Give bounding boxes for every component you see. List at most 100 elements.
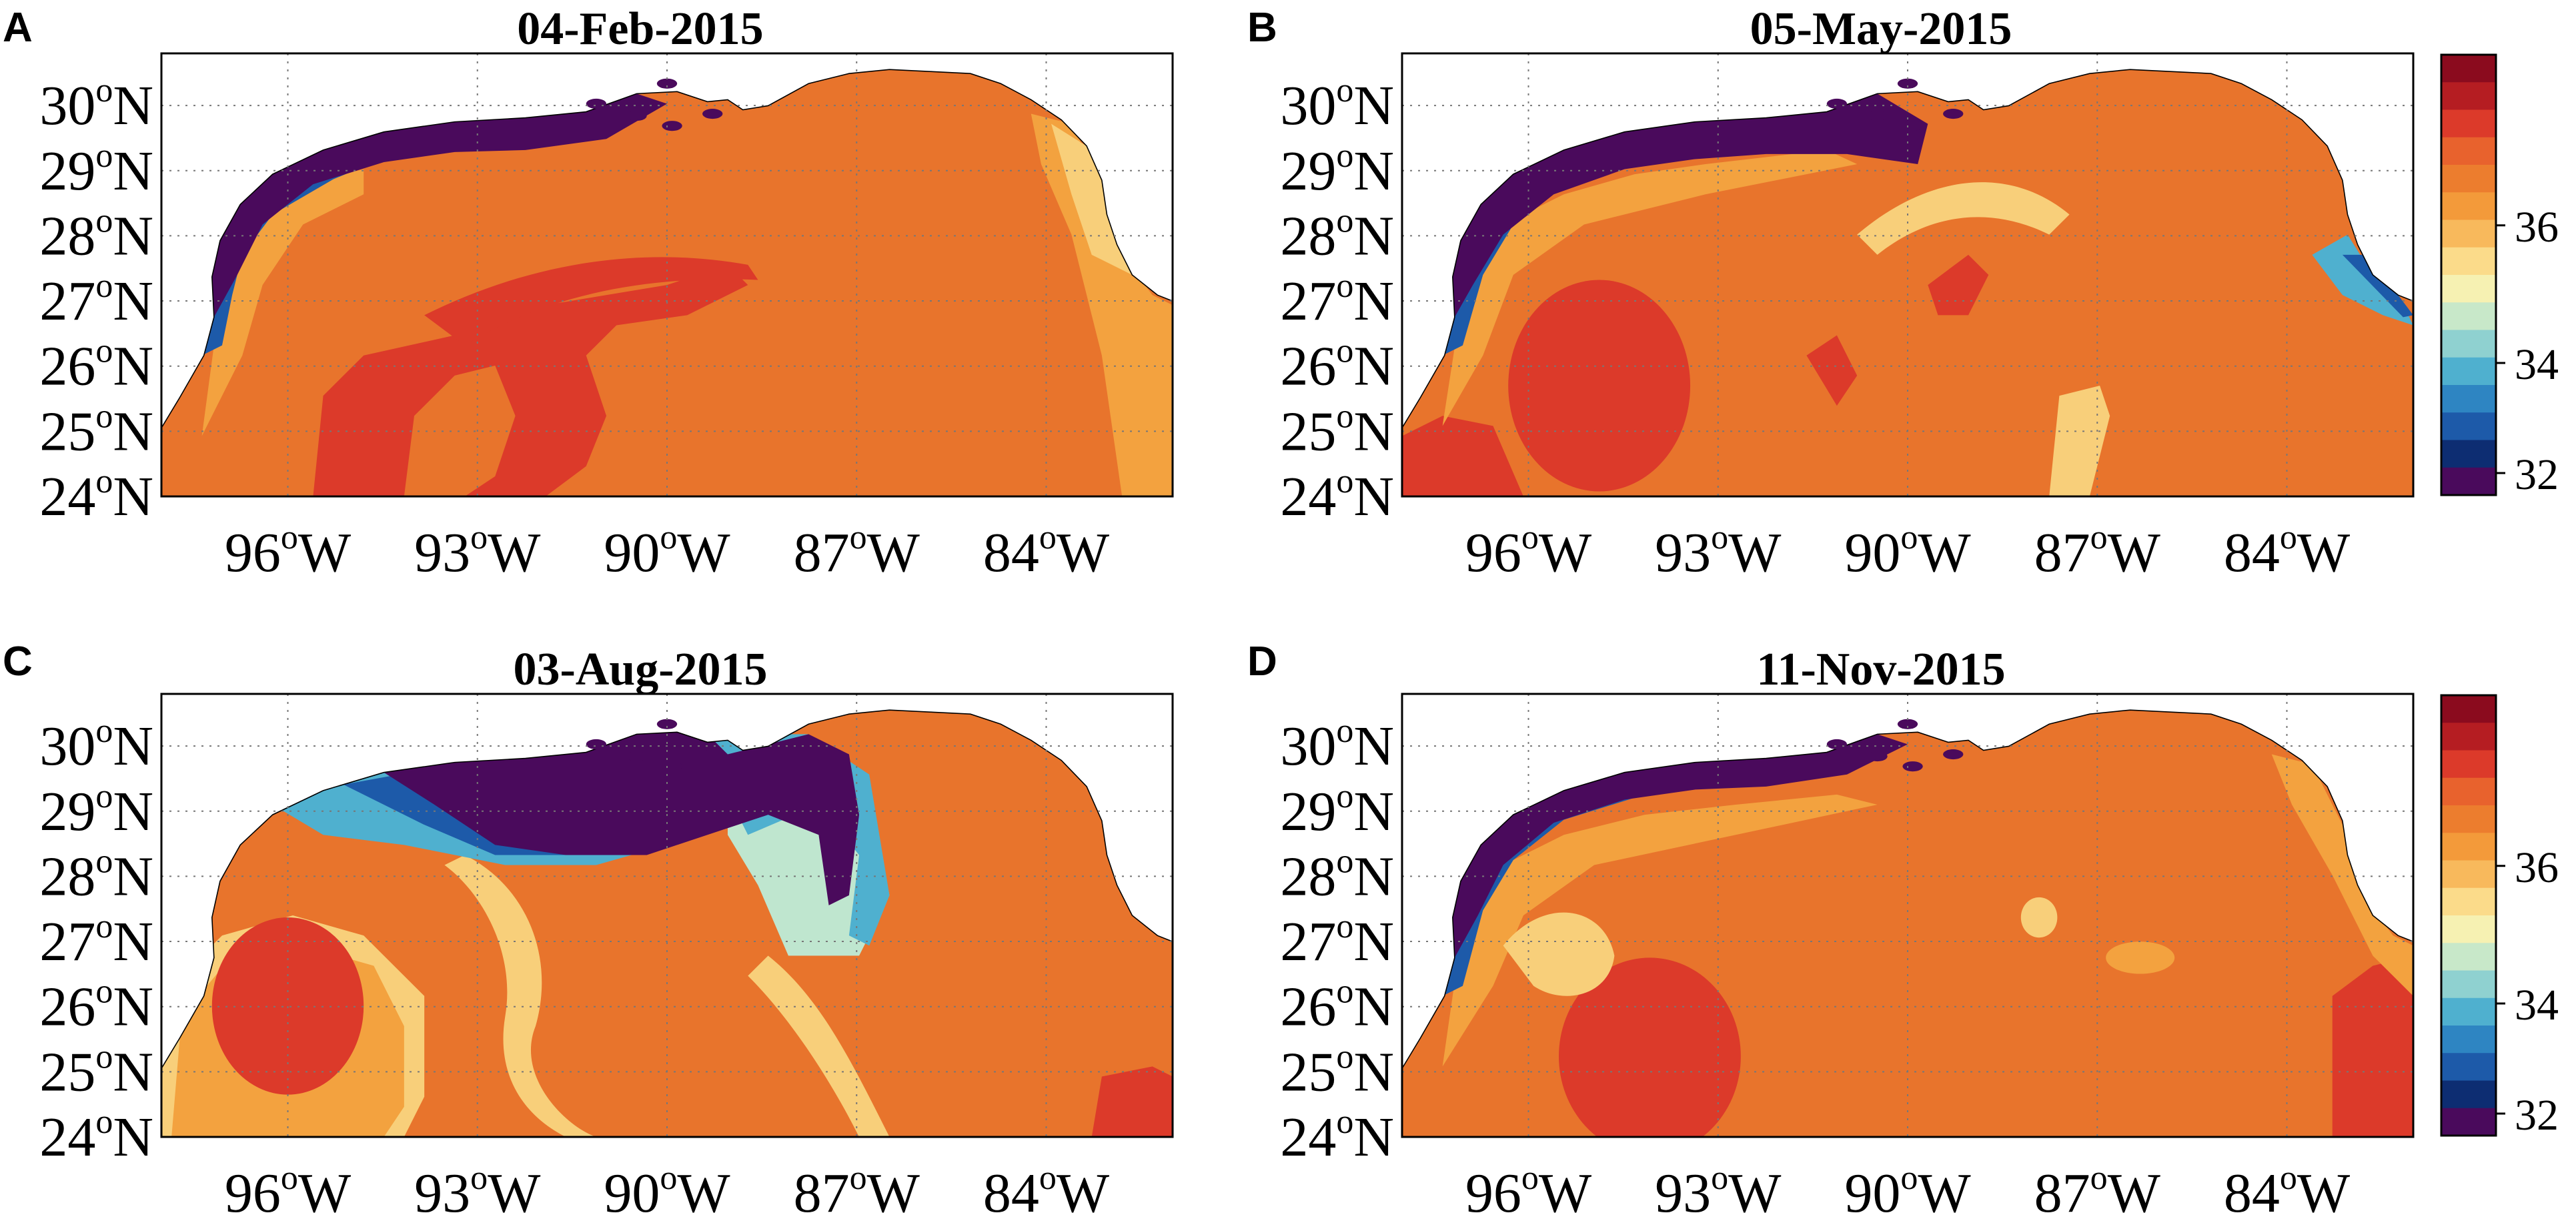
lon-suffix: W [867,522,920,584]
lon-tick-label: 90oW [604,518,730,584]
salinity-feature [1928,254,1989,316]
degree-mark: o [281,1159,298,1197]
degree-mark: o [1900,518,1918,556]
colorbar-swatch [2441,330,2496,358]
lat-suffix: N [113,336,153,398]
lat-tick-value: 27 [1280,911,1336,973]
degree-mark: o [1336,267,1353,305]
lon-tick-label: 87oW [2034,518,2161,584]
degree-mark: o [1039,518,1057,556]
degree-mark: o [281,518,298,556]
salinity-feature [2020,897,2058,938]
lon-tick-label: 93oW [1655,518,1782,584]
lon-tick-value: 84 [2224,1162,2280,1224]
island-patch [702,749,723,760]
lon-suffix: W [2297,1162,2351,1224]
lat-tick-label: 29oN [39,137,153,202]
island-patch [662,761,682,772]
colorbar-swatch [2441,1108,2496,1136]
lon-tick-label: 96oW [225,518,352,584]
salinity-feature [1806,335,1858,406]
degree-mark: o [95,1103,113,1141]
lat-tick-value: 30 [1280,75,1336,137]
land-mask [161,694,1173,1137]
salinity-feature [424,257,758,346]
salinity-feature [1559,957,1741,1137]
lat-tick-value: 24 [1280,466,1336,528]
colorbar-frame [2440,53,2497,496]
lon-tick-label: 93oW [1655,1159,1782,1224]
island-patch [626,751,647,762]
salinity-feature [2106,941,2175,974]
lat-tick-label: 30oN [1280,712,1394,777]
degree-mark: o [1336,332,1353,370]
lon-suffix: W [298,522,352,584]
lon-suffix: W [298,1162,352,1224]
degree-mark: o [1336,973,1353,1011]
lat-tick-label: 27oN [1280,907,1394,973]
degree-mark: o [1336,462,1353,500]
panel-c: 96oW 93oW 90oW 87oW 84oW30oN29oN28oN27oN26oN… [3,639,1174,1224]
lat-suffix: N [1353,1106,1394,1168]
panel-letter: C [3,639,33,685]
lat-tick-label: 26oN [1280,973,1394,1038]
colorbar-swatch [2441,220,2496,248]
colorbar-label: 34 [2515,981,2559,1030]
lat-suffix: N [1353,205,1394,267]
panel-a: 96oW 93oW 90oW 87oW 84oW30oN29oN28oN27oN26oN… [3,3,1174,584]
lat-tick-label: 27oN [1280,267,1394,332]
lat-tick-label: 24oN [39,462,153,528]
lat-tick-value: 26 [39,976,95,1038]
lon-tick-label: 84oW [2224,1159,2351,1224]
panel-letter: D [1247,639,1277,685]
colorbar-label: 34 [2515,340,2559,389]
salinity-feature [748,955,890,1137]
degree-mark: o [2090,1159,2108,1197]
lat-suffix: N [1353,976,1394,1038]
salinity-feature [1503,912,1615,996]
lat-suffix: N [1353,1041,1394,1103]
degree-mark: o [850,1159,867,1197]
lat-tick-value: 28 [1280,205,1336,267]
degree-mark: o [1039,1159,1057,1197]
lon-tick-value: 87 [2034,522,2090,584]
lon-suffix: W [867,1162,920,1224]
map-frame [160,52,1174,498]
colorbar-swatch [2441,109,2496,138]
lat-tick-value: 25 [1280,1041,1336,1103]
degree-mark: o [1336,137,1353,175]
island-patch [702,109,723,119]
colorbar-swatch [2441,165,2496,193]
lon-tick-value: 87 [794,1162,850,1224]
lat-tick-label: 25oN [1280,1038,1394,1103]
map-frame [1401,693,2415,1138]
salinity-feature [404,365,516,496]
lat-tick-label: 24oN [1280,1103,1394,1168]
salinity-feature [384,724,860,905]
degree-mark: o [470,1159,488,1197]
lon-tick-value: 93 [1655,522,1711,584]
panel-b: 96oW 93oW 90oW 87oW 84oW30oN29oN28oN27oN26oN… [1247,3,2415,584]
colorbar-frame [2440,694,2497,1137]
island-patch [1826,739,1848,749]
colorbar-swatch [2441,943,2496,971]
colorbar-swatch [2441,750,2496,779]
lon-tick-value: 87 [2034,1162,2090,1224]
salinity-feature [1452,93,1928,318]
colorbar-swatch [2441,723,2496,751]
degree-mark: o [95,842,113,880]
lon-tick-label: 87oW [2034,1159,2161,1224]
lat-tick-value: 24 [1280,1106,1336,1168]
lat-tick-value: 27 [39,911,95,973]
degree-mark: o [1711,518,1728,556]
lat-suffix: N [113,1106,153,1168]
panel-date-title: 03-Aug-2015 [513,644,767,695]
island-patch [1826,98,1848,109]
degree-mark: o [660,1159,677,1197]
lon-tick-value: 84 [983,1162,1039,1224]
salinity-feature [1508,280,1691,492]
lon-suffix: W [677,1162,730,1224]
salinity-map [1402,694,2413,1137]
lat-suffix: N [113,466,153,528]
salinity-feature [201,169,364,436]
